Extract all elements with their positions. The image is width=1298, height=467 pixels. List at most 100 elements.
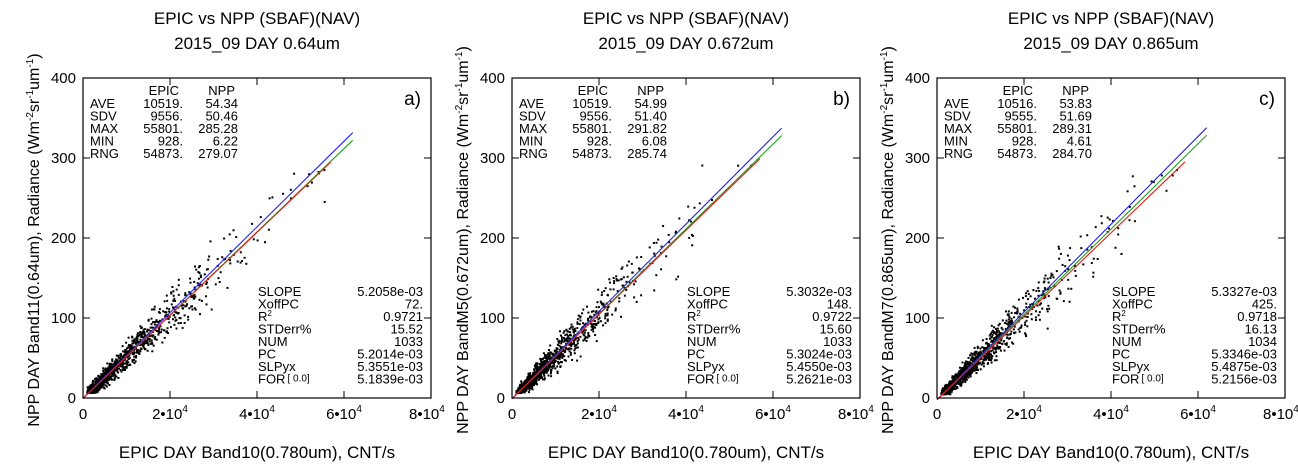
scatter-point <box>1024 295 1027 298</box>
scatter-point <box>121 355 124 358</box>
scatter-point <box>147 318 150 321</box>
scatter-point <box>175 311 178 314</box>
scatter-point <box>569 331 572 334</box>
scatter-point <box>177 293 180 296</box>
scatter-point <box>589 315 592 318</box>
stats-row-npp: 54.34 <box>205 96 238 111</box>
scatter-point <box>950 389 953 392</box>
scatter-point <box>1000 326 1003 329</box>
scatter-point <box>574 338 576 341</box>
scatter-point <box>533 370 536 373</box>
scatter-point <box>990 359 992 362</box>
scatter-point <box>180 304 183 307</box>
scatter-point <box>165 307 168 310</box>
scatter-point <box>573 327 576 330</box>
scatter-point <box>961 378 964 381</box>
scatter-point <box>973 358 976 361</box>
scatter-point <box>106 375 109 378</box>
scatter-point <box>124 349 127 351</box>
scatter-point <box>633 296 636 299</box>
scatter-point <box>977 363 980 366</box>
stats-row-epic: 9555. <box>1004 109 1037 124</box>
scatter-point <box>614 309 617 312</box>
scatter-point <box>135 339 138 342</box>
scatter-point <box>983 357 986 360</box>
y-axis-label-sup: -1 <box>454 82 465 91</box>
scatter-point <box>135 354 138 357</box>
regression-value-r2: 0.9718 <box>1237 309 1277 324</box>
stats-row-npp: 6.22 <box>213 134 238 149</box>
scatter-point <box>997 341 999 344</box>
scatter-point <box>677 275 680 278</box>
scatter-point <box>616 290 619 293</box>
scatter-point <box>189 292 192 295</box>
stats-row-epic: 9556. <box>150 109 183 124</box>
scatter-point <box>946 384 949 387</box>
scatter-point <box>967 365 970 368</box>
scatter-point <box>1047 281 1050 284</box>
scatter-point <box>543 377 546 380</box>
regression-label-r2: R2 <box>258 309 272 324</box>
scatter-point <box>987 345 990 348</box>
scatter-point <box>976 369 979 372</box>
x-axis-label: EPIC DAY Band10(0.780um), CNT/s <box>973 443 1249 462</box>
scatter-point <box>190 305 193 308</box>
regression-label-stderr: STDerr% <box>258 322 312 337</box>
regression-label-for-base: FOR <box>687 372 714 387</box>
scatter-point <box>604 312 607 315</box>
scatter-point <box>1067 268 1070 271</box>
scatter-point <box>113 369 116 372</box>
x-tick-label-base: 4•10 <box>668 406 698 423</box>
scatter-point <box>146 342 149 345</box>
scatter-point <box>958 366 961 369</box>
scatter-point <box>609 288 612 291</box>
scatter-point <box>1074 265 1076 267</box>
regression-value-for: 5.1839e-03 <box>357 372 423 387</box>
panel-label: c) <box>1259 89 1275 110</box>
stats-row-npp: 279.07 <box>198 146 238 161</box>
y-tick-label: 200 <box>480 230 505 247</box>
scatter-point <box>1007 310 1010 313</box>
scatter-point <box>525 385 528 388</box>
scatter-point <box>188 291 191 294</box>
scatter-point <box>987 354 990 357</box>
regression-label-for: FOR[ 0.0] <box>1112 372 1164 387</box>
scatter-point <box>998 322 1001 325</box>
scatter-point <box>100 373 103 376</box>
scatter-point <box>134 360 137 363</box>
scatter-point <box>1022 296 1024 299</box>
regression-stats: SLOPE 5.3032e-03 XoffPC 148. R2 0.9722 STDerr%… <box>687 284 852 387</box>
scatter-point <box>534 365 537 368</box>
scatter-point <box>548 355 551 358</box>
stats-table: EPIC NPP AVE 10519. 54.34 SDV 9556. 50.46 MAX 558… <box>90 83 238 161</box>
y-axis-label-sup: -1 <box>879 82 890 91</box>
scatter-point <box>990 335 993 338</box>
regression-line-pc <box>936 134 1208 401</box>
scatter-point <box>653 289 656 292</box>
scatter-point <box>132 342 135 345</box>
y-axis-label-text: sr <box>26 98 43 112</box>
scatter-point <box>567 330 570 333</box>
scatter-point <box>997 330 1000 333</box>
scatter-point <box>538 378 540 381</box>
scatter-point <box>205 303 208 306</box>
scatter-point <box>158 308 161 311</box>
scatter-point <box>975 350 978 353</box>
scatter-point <box>137 332 139 335</box>
scatter-point <box>979 350 982 353</box>
regression-line-slpyx <box>82 132 354 399</box>
scatter-point <box>583 337 586 340</box>
scatter-point <box>985 347 988 350</box>
scatter-point <box>556 372 559 374</box>
scatter-point <box>125 341 128 344</box>
regression-value-slope: 5.2058e-03 <box>357 284 423 299</box>
regression-value-for: 5.2621e-03 <box>786 372 852 387</box>
scatter-point <box>576 346 579 349</box>
scatter-point <box>567 335 570 337</box>
scatter-point <box>1034 297 1036 300</box>
scatter-point <box>979 361 981 364</box>
scatter-point <box>955 381 958 384</box>
regression-value-pc: 5.2014e-03 <box>357 347 423 362</box>
regression-label-for: FOR[ 0.0] <box>687 372 739 387</box>
